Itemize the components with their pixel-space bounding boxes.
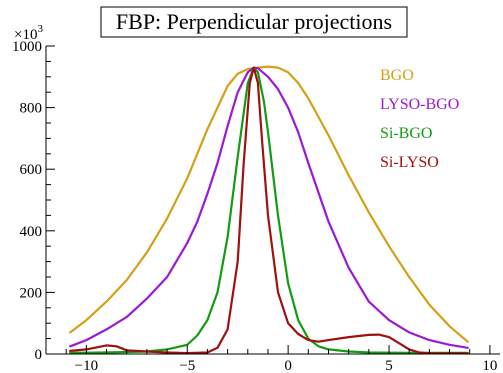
svg-text:×103: ×103 <box>14 23 43 43</box>
y-tick-label: 1000 <box>12 39 42 55</box>
legend: BGO LYSO-BGO Si-BGO Si-LYSO <box>380 67 459 171</box>
x-tick-label: 0 <box>284 358 292 373</box>
legend-entry-si-bgo: Si-BGO <box>380 125 432 142</box>
title-box <box>100 6 408 38</box>
x-tick-label: −10 <box>75 358 98 373</box>
y-multiplier: ×103 <box>14 23 43 43</box>
y-multiplier-exponent: 3 <box>37 23 43 35</box>
x-tick-label: 10 <box>482 358 497 373</box>
x-tick-label: 5 <box>385 358 393 373</box>
y-tick-label: 800 <box>20 101 43 117</box>
legend-entry-lyso-bgo: LYSO-BGO <box>380 96 459 113</box>
series-layer <box>69 65 469 355</box>
y-tick-label: 0 <box>35 347 43 363</box>
title-group: FBP: Perpendicular projections <box>100 6 408 38</box>
series-line-si-bgo <box>69 66 469 354</box>
y-tick-label: 600 <box>20 162 43 178</box>
y-multiplier-base: ×10 <box>14 27 37 43</box>
legend-entry-bgo: BGO <box>380 67 414 84</box>
y-tick-label: 200 <box>20 285 43 301</box>
series-line-si-lyso <box>69 66 469 355</box>
legend-entry-si-lyso: Si-LYSO <box>380 154 439 171</box>
chart-title: FBP: Perpendicular projections <box>116 9 392 34</box>
y-tick-label: 400 <box>20 224 43 240</box>
series-line-lyso-bgo <box>69 66 469 349</box>
axes-layer: −10 −5 0 5 10 0 200 400 600 800 1000 <box>12 39 500 373</box>
x-tick-label: −5 <box>179 358 195 373</box>
